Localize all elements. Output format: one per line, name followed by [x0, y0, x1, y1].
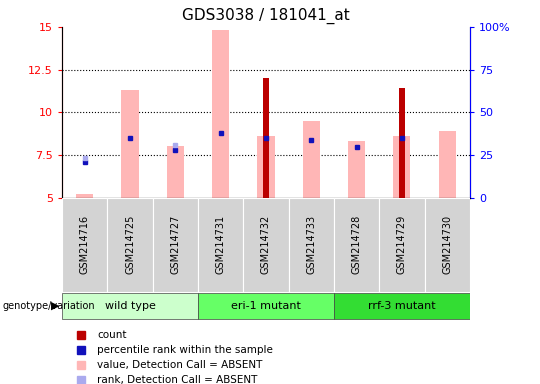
Bar [198, 198, 244, 292]
Text: rank, Detection Call = ABSENT: rank, Detection Call = ABSENT [97, 375, 258, 384]
Text: GSM214733: GSM214733 [306, 215, 316, 274]
Text: GSM214730: GSM214730 [442, 215, 452, 274]
Text: percentile rank within the sample: percentile rank within the sample [97, 345, 273, 355]
Bar [334, 293, 470, 319]
Bar [244, 198, 288, 292]
Text: ▶: ▶ [51, 301, 60, 311]
Text: rrf-3 mutant: rrf-3 mutant [368, 301, 436, 311]
Bar [153, 198, 198, 292]
Text: value, Detection Call = ABSENT: value, Detection Call = ABSENT [97, 360, 263, 370]
Bar [107, 198, 153, 292]
Bar [424, 198, 470, 292]
Text: GSM214731: GSM214731 [215, 215, 226, 274]
Bar [288, 198, 334, 292]
Text: wild type: wild type [105, 301, 156, 311]
Text: GSM214725: GSM214725 [125, 215, 135, 275]
Text: GSM214727: GSM214727 [170, 215, 180, 275]
Text: count: count [97, 330, 127, 340]
Text: eri-1 mutant: eri-1 mutant [231, 301, 301, 311]
Bar [348, 141, 365, 198]
Text: GSM214716: GSM214716 [80, 215, 90, 274]
Bar [167, 146, 184, 198]
Bar [258, 136, 274, 198]
Bar [263, 78, 269, 198]
Title: GDS3038 / 181041_at: GDS3038 / 181041_at [182, 8, 350, 24]
Bar [438, 131, 456, 198]
Bar [399, 88, 405, 198]
Text: genotype/variation: genotype/variation [3, 301, 96, 311]
Text: GSM214732: GSM214732 [261, 215, 271, 275]
Bar [62, 293, 198, 319]
Bar [334, 198, 379, 292]
Bar [122, 90, 139, 198]
Bar [212, 30, 230, 198]
Bar [302, 121, 320, 198]
Text: GSM214728: GSM214728 [352, 215, 362, 275]
Bar [198, 293, 334, 319]
Bar [379, 198, 424, 292]
Bar [76, 194, 93, 198]
Text: GSM214729: GSM214729 [397, 215, 407, 275]
Bar [62, 198, 107, 292]
Bar [393, 136, 410, 198]
